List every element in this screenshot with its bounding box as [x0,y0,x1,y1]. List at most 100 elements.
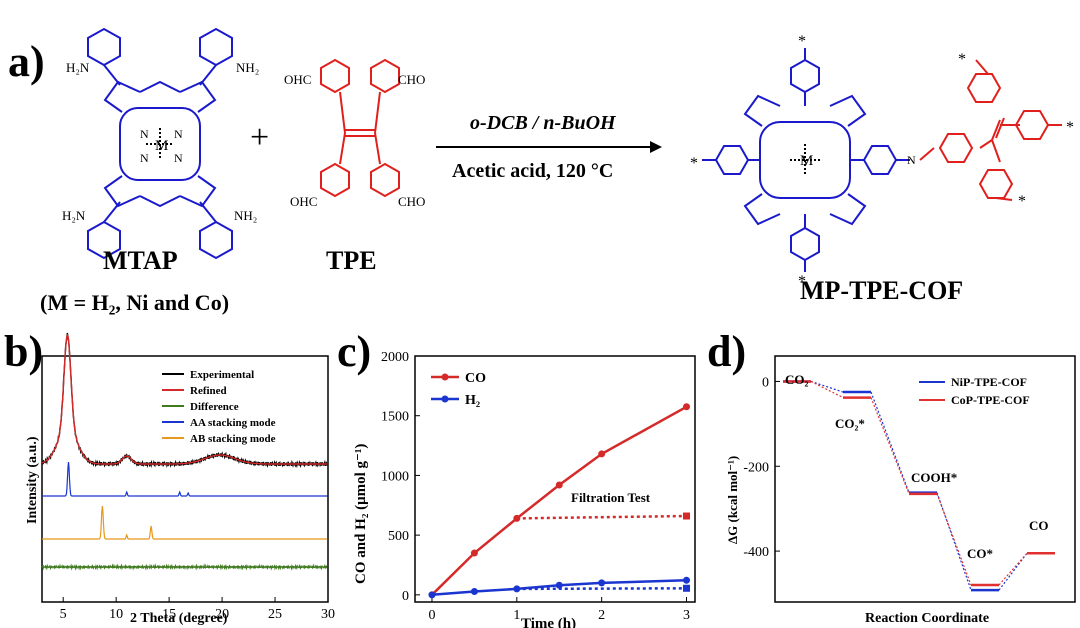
cho-bottom-left: OHC [290,194,317,209]
legend-label-b: AA stacking mode [190,417,276,429]
series-line-c [516,587,687,591]
nh2-top-left: H₂N [66,60,90,75]
y-tick-label-c: 500 [388,529,409,544]
nh2-top-right: NH₂ [236,60,259,75]
connector-d [998,552,1028,591]
reaction-scheme: M N N N N H₂N NH₂ H₂N NH₂ + OHC CHO OHC … [62,27,1074,290]
x-tick-label-c: 2 [598,608,605,623]
star-bottom: * [798,273,806,290]
x-axis-label-b: 2 Theta (degree) [130,611,228,626]
x-tick-label-b: 10 [109,607,123,622]
conditions-bottom: Acetic acid, 120 °C [452,160,614,182]
state-label-d: COOH* [911,470,957,485]
panel-c-letter: c) [337,327,371,376]
tpe-label: TPE [326,246,377,275]
connector-d [936,492,972,591]
x-axis-label-d: Reaction Coordinate [865,611,989,626]
y-tick-label-c: 1500 [381,410,409,425]
legend-label-b: AB stacking mode [190,433,276,445]
data-point-c [428,591,436,599]
n-label-1: N [140,127,149,141]
data-point-c [470,549,478,557]
state-label-d: CO₂* [835,416,865,431]
x-tick-label-b: 5 [60,607,67,622]
series-line-c [516,514,687,520]
cof-metal-label: M [800,153,813,169]
connector-d [810,380,844,393]
star-left: * [690,155,698,172]
aa-curve [42,461,328,497]
ab-curve [42,505,328,540]
legend-label-d: NiP-TPE-COF [951,375,1027,389]
panel-b-letter: b) [4,327,43,376]
data-point-c [470,587,478,595]
reaction-arrowhead [650,141,662,153]
state-label-d: CO [1029,518,1049,533]
series-line-c [431,405,688,596]
imine-n-label: N [907,153,916,167]
mtap-structure [87,27,233,260]
refined-curve [41,333,328,465]
connector-d [936,493,972,586]
x-tick-label-b: 15 [162,607,176,622]
cof-porphyrin-core [702,48,910,272]
data-point-c [683,576,691,584]
x-tick-label-b: 25 [268,607,282,622]
cho-top-right: CHO [398,72,425,87]
y-tick-label-d: 0 [762,375,769,390]
experimental-curve [41,332,328,469]
cho-top-left: OHC [284,72,311,87]
conditions-top: o-DCB / n-BuOH [470,112,616,134]
nh2-bottom-right: NH₂ [234,208,257,223]
chart-b: b) Intensity (a.u.) 2 Theta (degree) 5 10… [4,327,335,626]
mtap-note: (M = H₂, Ni and Co) [40,290,230,315]
n-label-4: N [174,151,183,165]
legend-marker-c [441,395,449,403]
x-axis-label-c: Time (h) [521,616,576,628]
state-label-d: CO* [967,546,993,561]
panel-d-letter: d) [707,327,746,376]
x-tick-label-c: 3 [683,608,690,623]
y-axis-label-c: CO and H₂ (μmol g⁻¹) [353,444,369,584]
data-point-c [683,584,691,592]
legend-label-c: CO [465,371,486,386]
difference-curve [41,563,328,571]
axes-c-frame [414,355,696,603]
star-right: * [1066,119,1074,136]
mtap-label: MTAP [103,246,178,275]
n-label-3: N [140,151,149,165]
star-top-right: * [958,51,966,68]
data-point-c [555,581,563,589]
legend-label-b: Refined [190,385,227,397]
legend-label-d: CoP-TPE-COF [951,393,1030,407]
state-label-d: CO₂ [785,372,809,387]
chart-d: d) ΔG (kcal mol⁻¹) Reaction Coordinate 0… [707,327,1076,626]
axes-d-frame [774,355,1076,603]
data-point-c [598,579,606,587]
plus-sign: + [250,119,269,156]
connector-d [998,552,1028,586]
y-tick-label-c: 2000 [381,350,409,365]
data-point-c [598,450,606,458]
star-bottom-right: * [1018,193,1026,210]
legend-marker-c [441,373,449,381]
chart-c: c) CO and H₂ (μmol g⁻¹) Time (h) Filtrat… [337,327,696,628]
legend-label-b: Difference [190,401,239,413]
x-tick-label-c: 0 [428,608,435,623]
y-tick-label-d: -400 [743,545,769,560]
legend-label-c: H₂ [465,393,480,408]
n-label-2: N [174,127,183,141]
y-tick-label-c: 0 [402,589,409,604]
connector-d [870,391,910,493]
x-tick-label-b: 30 [321,607,335,622]
y-axis-label-b: Intensity (a.u.) [25,436,40,524]
x-tick-label-c: 1 [513,608,520,623]
y-axis-label-d: ΔG (kcal mol⁻¹) [725,456,740,544]
data-point-c [555,481,563,489]
metal-label: M [155,138,168,154]
connector-d [810,380,844,399]
nh2-bottom-left: H₂N [62,208,86,223]
star-top: * [798,33,806,50]
data-point-c [683,403,691,411]
cho-bottom-right: CHO [398,194,425,209]
